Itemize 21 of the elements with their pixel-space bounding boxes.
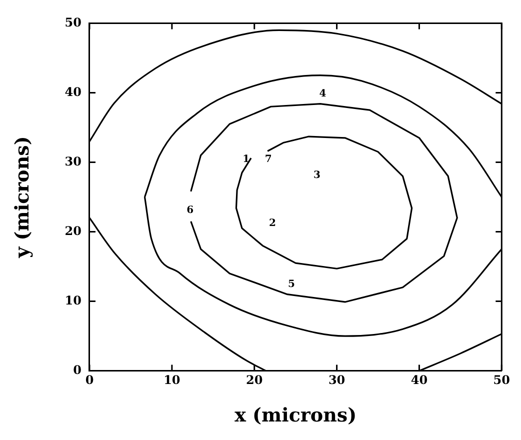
x-tick-label: 50	[493, 373, 510, 388]
x-tick-label: 20	[246, 373, 263, 388]
annotation: 3	[314, 170, 321, 182]
annotation: 4	[319, 88, 326, 100]
x-tick-label: 10	[164, 373, 180, 388]
x-tick-label: 30	[328, 373, 346, 388]
annotation: 5	[288, 279, 295, 290]
annotation: 2	[269, 218, 276, 230]
annotation: 6	[186, 204, 194, 216]
x-tick-label: 0	[85, 373, 94, 388]
y-axis-title: y (microns)	[11, 136, 34, 259]
y-tick-label: 0	[73, 362, 82, 377]
x-axis-title: x (microns)	[234, 404, 357, 427]
x-tick-label: 40	[410, 373, 428, 388]
annotation: 7	[264, 154, 272, 166]
y-tick-label: 30	[64, 154, 82, 168]
y-tick-label: 10	[64, 293, 82, 308]
y-tick-label: 40	[64, 84, 82, 99]
y-tick-label: 20	[64, 224, 82, 238]
annotation: 1	[242, 154, 250, 166]
y-tick-label: 50	[64, 15, 82, 30]
